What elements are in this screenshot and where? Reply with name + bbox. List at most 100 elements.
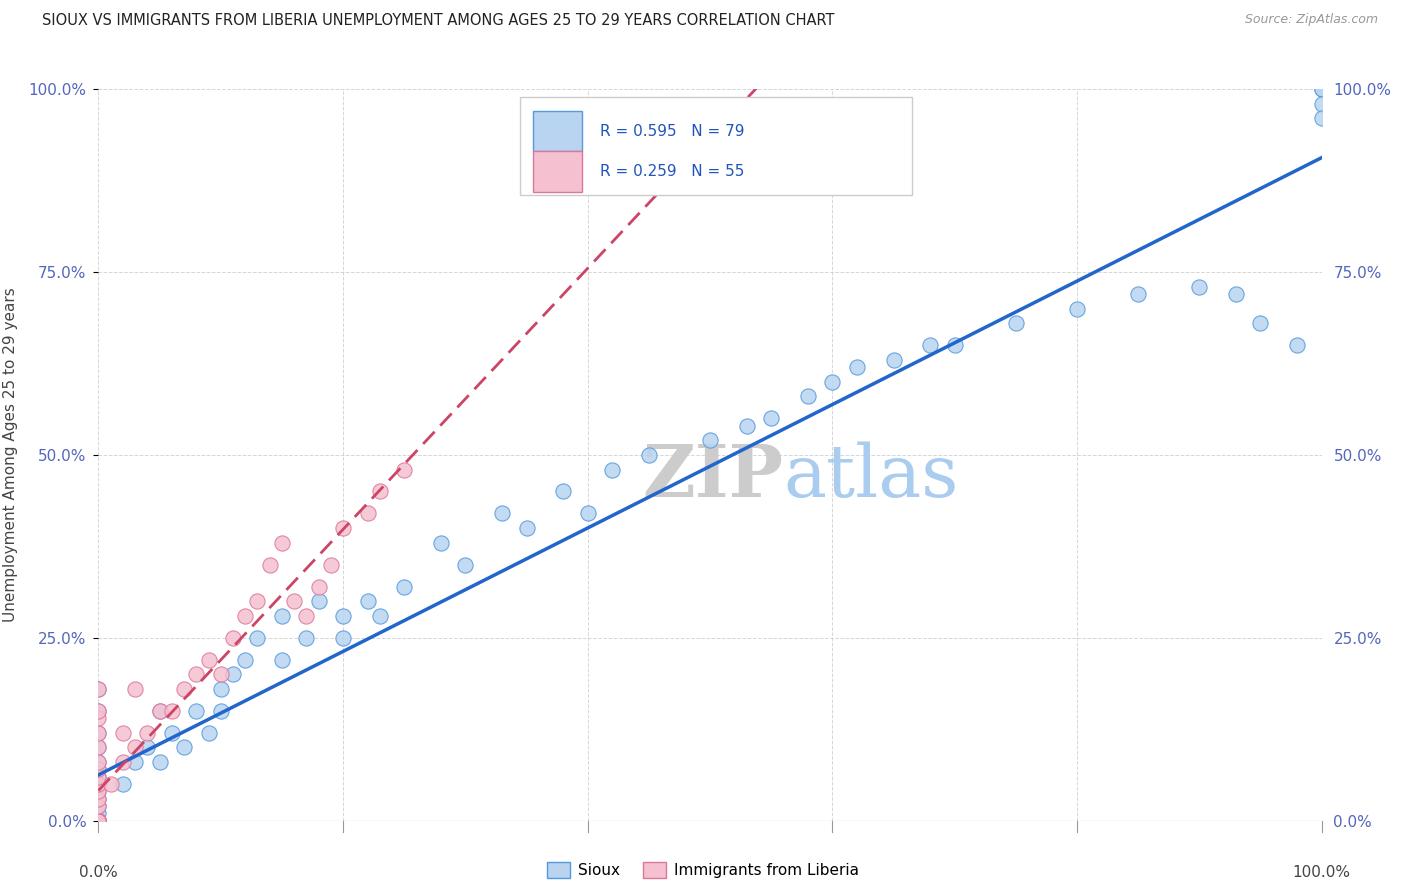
FancyBboxPatch shape (533, 112, 582, 152)
Point (136, 740, 159, 755)
Point (356, 594, 378, 608)
Point (87, 814, 110, 828)
Point (600, 462, 623, 476)
Text: 0.0%: 0.0% (79, 864, 118, 880)
Point (87, 777, 110, 791)
Point (392, 462, 416, 476)
Point (186, 704, 208, 718)
Point (87, 814, 110, 828)
Point (87, 814, 110, 828)
FancyBboxPatch shape (533, 152, 582, 192)
Point (87, 755, 110, 769)
Point (430, 535, 453, 549)
Point (1310, 112, 1333, 126)
Point (87, 814, 110, 828)
Text: Source: ZipAtlas.com: Source: ZipAtlas.com (1244, 13, 1378, 27)
Point (111, 755, 134, 769)
Point (87, 814, 110, 828)
Point (87, 799, 110, 814)
Point (576, 507, 599, 521)
Point (87, 704, 110, 718)
Point (87, 726, 110, 740)
Point (1310, 82, 1333, 96)
Point (173, 740, 195, 755)
Point (797, 389, 820, 403)
Point (283, 594, 305, 608)
Text: atlas: atlas (783, 442, 959, 512)
Point (259, 558, 281, 572)
Text: 100.0%: 100.0% (1292, 864, 1351, 880)
Point (233, 653, 256, 667)
Text: SIOUX VS IMMIGRANTS FROM LIBERIA UNEMPLOYMENT AMONG AGES 25 TO 29 YEARS CORRELAT: SIOUX VS IMMIGRANTS FROM LIBERIA UNEMPLO… (42, 13, 835, 29)
Point (87, 806, 110, 821)
Point (332, 521, 354, 535)
Point (209, 681, 232, 696)
Point (87, 814, 110, 828)
Point (149, 704, 172, 718)
Point (87, 814, 110, 828)
Point (699, 434, 721, 448)
Point (270, 653, 294, 667)
Point (1225, 287, 1247, 301)
Point (124, 681, 146, 696)
Point (173, 681, 195, 696)
Point (87, 814, 110, 828)
Point (1066, 301, 1088, 316)
Point (1250, 316, 1272, 330)
Point (233, 608, 256, 623)
Y-axis label: Unemployment Among Ages 25 to 29 years: Unemployment Among Ages 25 to 29 years (3, 287, 17, 623)
Point (319, 558, 342, 572)
Point (87, 814, 110, 828)
Point (160, 726, 183, 740)
Point (87, 763, 110, 777)
Point (87, 814, 110, 828)
Point (87, 726, 110, 740)
Point (87, 814, 110, 828)
Point (295, 631, 318, 645)
Point (920, 338, 942, 352)
Point (124, 755, 146, 769)
Point (186, 667, 208, 681)
Point (136, 726, 159, 740)
Text: ZIP: ZIP (643, 442, 783, 512)
Point (197, 726, 219, 740)
Point (87, 814, 110, 828)
Point (87, 755, 110, 769)
Point (1310, 96, 1333, 111)
Point (87, 770, 110, 784)
Point (246, 631, 269, 645)
Point (160, 704, 183, 718)
Point (356, 507, 378, 521)
Point (87, 814, 110, 828)
Point (87, 704, 110, 718)
Point (87, 784, 110, 798)
Point (516, 521, 538, 535)
Point (87, 681, 110, 696)
FancyBboxPatch shape (520, 96, 912, 195)
Point (308, 594, 330, 608)
Point (87, 814, 110, 828)
Point (111, 777, 134, 791)
Point (368, 484, 391, 499)
Point (845, 360, 868, 375)
Point (1128, 287, 1150, 301)
Point (87, 814, 110, 828)
Point (222, 631, 245, 645)
Point (87, 814, 110, 828)
Point (87, 814, 110, 828)
Point (87, 740, 110, 755)
Point (149, 755, 172, 769)
Point (87, 814, 110, 828)
Point (1310, 82, 1333, 96)
Point (87, 681, 110, 696)
Point (761, 411, 783, 425)
Point (332, 608, 354, 623)
Point (491, 507, 513, 521)
Point (1004, 316, 1026, 330)
Point (87, 791, 110, 805)
Point (87, 814, 110, 828)
Point (87, 814, 110, 828)
Point (87, 814, 110, 828)
Point (308, 580, 330, 594)
Point (87, 711, 110, 725)
